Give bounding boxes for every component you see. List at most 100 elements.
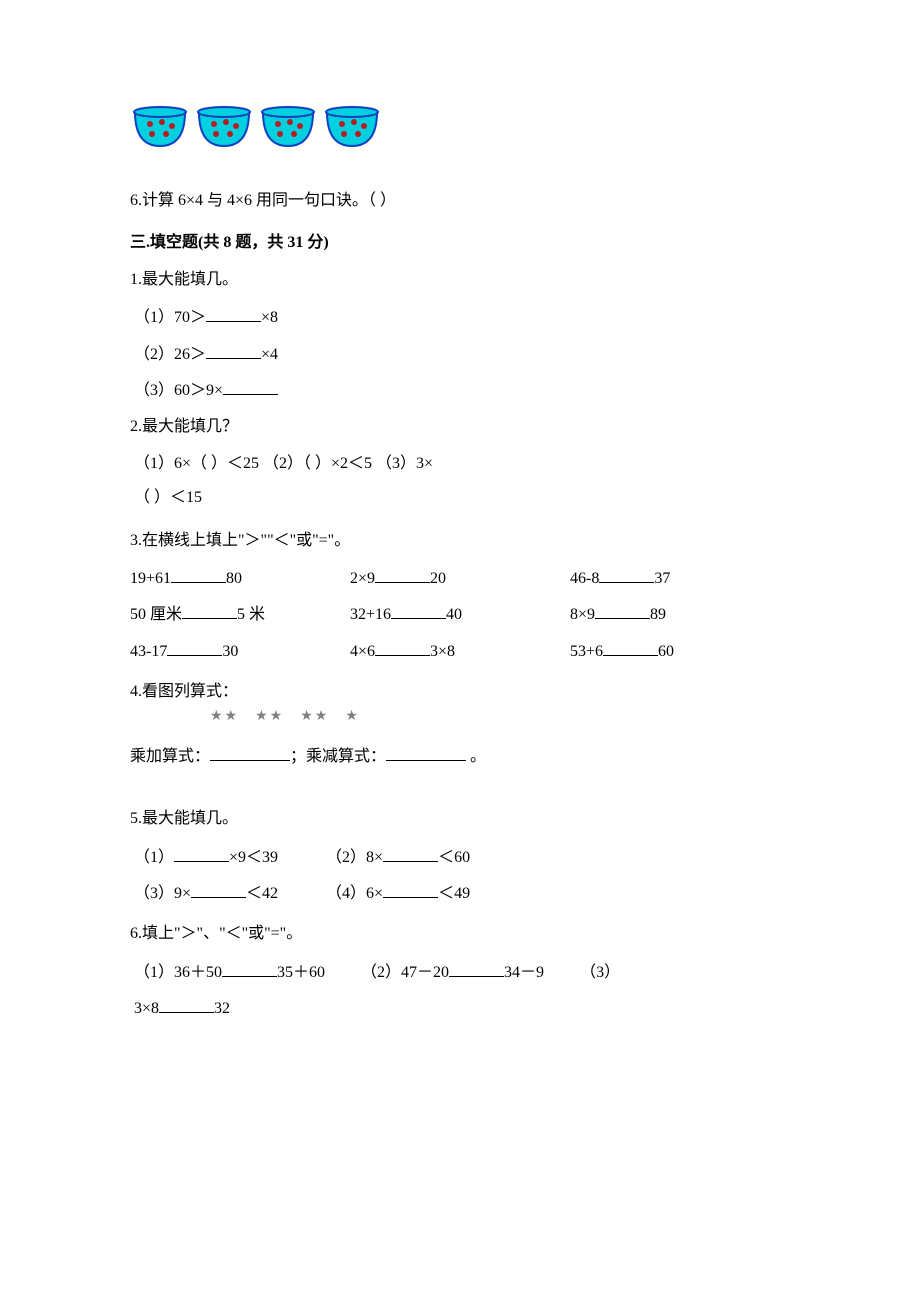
blank[interactable] <box>191 881 246 898</box>
comparison-cell: 43-17 30 <box>130 639 350 663</box>
comparison-cell: 8×9 89 <box>570 602 790 626</box>
compare-right: 89 <box>650 606 666 623</box>
comparison-cell: 4×63×8 <box>350 639 570 663</box>
comparison-row: 50 厘米 5 米 32+16 40 8×9 89 <box>130 602 790 626</box>
blank[interactable] <box>375 639 430 656</box>
fishbowl-icon <box>130 100 190 150</box>
comparison-cell: 2×9 20 <box>350 566 570 590</box>
q5-s1-pre: （1） <box>134 849 174 866</box>
q6-row2: 3×8 32 <box>130 996 790 1020</box>
q2-title: 2.最大能填几？ <box>130 416 790 438</box>
q1-s3-pre: （3）60＞9× <box>134 382 223 399</box>
q6-p2-post: 34－9 <box>504 964 544 981</box>
q1-sub2: （2）26＞ ×4 <box>130 342 790 366</box>
star-group: ★ <box>345 707 360 727</box>
compare-right: 30 <box>222 643 238 660</box>
compare-left: 46-8 <box>570 570 599 587</box>
q5-row2: （3）9× ＜42 （4）6× ＜49 <box>130 881 790 905</box>
q5-s3-pre: （3）9× <box>134 885 191 902</box>
blank[interactable] <box>383 881 438 898</box>
comparison-cell: 50 厘米 5 米 <box>130 602 350 626</box>
q5-s2-post: ＜60 <box>438 849 470 866</box>
q6-row: （1）36＋50 35＋60 （2）47－20 34－9 （3） <box>130 960 790 984</box>
blank[interactable] <box>210 744 290 761</box>
blank[interactable] <box>206 342 261 359</box>
q6-p1-pre: （1）36＋50 <box>134 964 222 981</box>
comparison-cell: 32+16 40 <box>350 602 570 626</box>
worksheet-page: 6.计算 6×4 与 4×6 用同一句口诀。（ ） 三.填空题(共 8 题，共 … <box>0 0 920 1081</box>
q5-s4-pre: （4）6× <box>326 885 383 902</box>
comparison-cell: 53+6 60 <box>570 639 790 663</box>
blank[interactable] <box>223 378 278 395</box>
fishbowl-icon <box>322 100 382 150</box>
blank[interactable] <box>603 639 658 656</box>
q5-s3-post: ＜42 <box>246 885 278 902</box>
q6-p3-mid: 3×8 <box>134 1000 159 1017</box>
fishbowl-icon <box>258 100 318 150</box>
compare-left: 4×6 <box>350 643 375 660</box>
blank[interactable] <box>386 744 466 761</box>
q1-s1-pre: （1）70＞ <box>134 309 206 326</box>
star-group: ★★ <box>255 707 284 727</box>
q4-post: 。 <box>466 748 486 765</box>
comparison-cell: 19+61 80 <box>130 566 350 590</box>
q1-s2-post: ×4 <box>261 346 278 363</box>
compare-left: 8×9 <box>570 606 595 623</box>
fishbowl-row <box>130 100 790 150</box>
q6-p3-pre: （3） <box>580 964 620 981</box>
compare-left: 53+6 <box>570 643 603 660</box>
blank[interactable] <box>222 960 277 977</box>
star-group: ★★ <box>210 707 239 727</box>
star-group: ★★ <box>300 707 329 727</box>
q1-title: 1.最大能填几。 <box>130 269 790 291</box>
q6-p1-post: 35＋60 <box>277 964 325 981</box>
blank[interactable] <box>391 602 446 619</box>
q1-sub3: （3）60＞9× <box>130 378 790 402</box>
q1-sub1: （1）70＞ ×8 <box>130 305 790 329</box>
compare-left: 43-17 <box>130 643 167 660</box>
compare-right: 20 <box>430 570 446 587</box>
q2-line2: （ ）＜15 <box>130 487 790 509</box>
q1-s2-pre: （2）26＞ <box>134 346 206 363</box>
q4-title: 4.看图列算式： <box>130 681 790 703</box>
q6-p3-post: 32 <box>214 1000 230 1017</box>
q6-p2-pre: （2）47－20 <box>361 964 449 981</box>
compare-left: 50 厘米 <box>130 606 182 623</box>
fishbowl-icon <box>194 100 254 150</box>
compare-right: 60 <box>658 643 674 660</box>
section-3-title: 三.填空题(共 8 题，共 31 分) <box>130 232 790 254</box>
compare-right: 40 <box>446 606 462 623</box>
q6-title: 6.填上"＞"、"＜"或"="。 <box>130 923 790 945</box>
blank[interactable] <box>375 566 430 583</box>
q3-title: 3.在横线上填上"＞""＜"或"="。 <box>130 530 790 552</box>
q4-pre: 乘加算式： <box>130 748 210 765</box>
compare-left: 19+61 <box>130 570 171 587</box>
comparison-cell: 46-8 37 <box>570 566 790 590</box>
q5-row1: （1） ×9＜39 （2）8× ＜60 <box>130 845 790 869</box>
q5-s4-post: ＜49 <box>438 885 470 902</box>
blank[interactable] <box>167 639 222 656</box>
star-row: ★★ ★★ ★★ ★ <box>130 707 360 727</box>
q5-title: 5.最大能填几。 <box>130 808 790 830</box>
compare-right: 80 <box>226 570 242 587</box>
compare-left: 32+16 <box>350 606 391 623</box>
q5-s1-post: ×9＜39 <box>229 849 278 866</box>
blank[interactable] <box>595 602 650 619</box>
compare-right: 37 <box>654 570 670 587</box>
blank[interactable] <box>206 305 261 322</box>
blank[interactable] <box>449 960 504 977</box>
blank[interactable] <box>599 566 654 583</box>
comparison-row: 43-17 30 4×63×853+6 60 <box>130 639 790 663</box>
blank[interactable] <box>171 566 226 583</box>
blank[interactable] <box>383 845 438 862</box>
compare-right: 5 米 <box>237 606 265 623</box>
q4-answer-line: 乘加算式：；乘减算式： 。 <box>130 744 790 768</box>
blank[interactable] <box>159 996 214 1013</box>
q2-line1: （1）6×（ ）＜25 （2）（ ）×2＜5 （3）3× <box>130 453 790 475</box>
blank[interactable] <box>182 602 237 619</box>
blank[interactable] <box>174 845 229 862</box>
compare-left: 2×9 <box>350 570 375 587</box>
q5-s2-pre: （2）8× <box>326 849 383 866</box>
q1-s1-post: ×8 <box>261 309 278 326</box>
comparison-row: 19+61 80 2×9 20 46-8 37 <box>130 566 790 590</box>
